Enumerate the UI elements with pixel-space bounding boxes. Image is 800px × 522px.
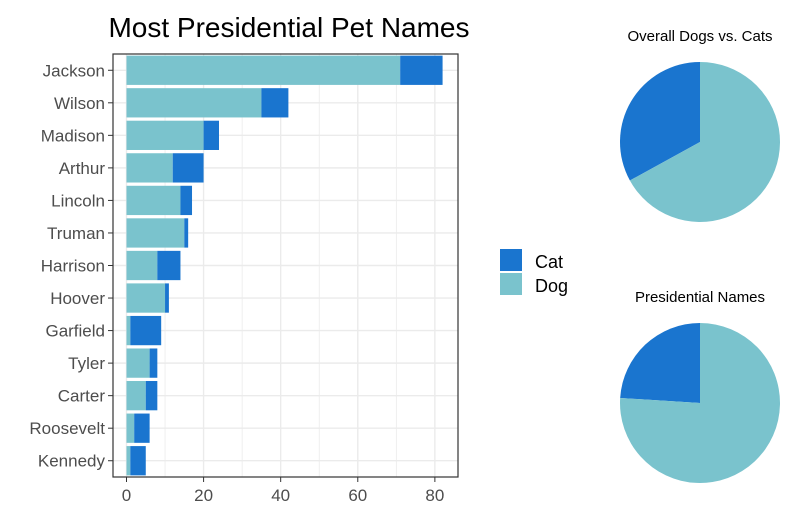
bar-dog-madison [126,120,204,150]
y-tick-label: Arthur [59,159,106,178]
pie-slice-cat [620,323,700,403]
x-tick-label: 20 [194,486,213,505]
bar-dog-arthur [126,153,173,183]
y-tick-label: Truman [47,224,105,243]
y-tick-label: Madison [41,126,105,145]
bar-cat-harrison [157,250,181,281]
bar-cat-hoover [165,283,169,313]
pie-slice-dog [629,62,781,222]
bar-dog-truman [126,218,185,248]
y-tick-label: Roosevelt [29,419,105,438]
y-tick-label: Tyler [68,354,105,373]
legend-label-dog: Dog [535,276,568,296]
bar-chart-y-axis: Jackson Wilson Madison Arthur Lincoln Truman H… [29,61,113,471]
pie-overall [619,62,781,222]
y-tick-label: Harrison [41,257,105,276]
pie-presidential-title: Presidential Names [635,289,765,306]
bar-cat-truman [184,218,189,248]
bar-chart-title: Most Presidential Pet Names [108,12,469,43]
bar-chart-bars [126,55,443,476]
bar-chart-x-axis: 0 20 40 60 80 [122,477,444,505]
bar-cat-lincoln [180,185,193,216]
bar-dog-harrison [126,250,158,281]
bar-dog-wilson [126,88,262,118]
legend: Cat Dog [500,249,568,296]
y-tick-label: Kennedy [38,452,106,471]
bar-dog-jackson [126,55,401,85]
bar-cat-madison [203,120,220,150]
y-tick-label: Carter [58,387,106,406]
y-tick-label: Jackson [43,61,105,80]
pie-presidential [619,322,780,483]
bar-cat-roosevelt [134,413,150,443]
bar-dog-kennedy [126,446,131,476]
pie-slice-dog [619,322,780,483]
x-tick-label: 60 [348,486,367,505]
bar-dog-garfield [126,315,131,346]
bar-dog-tyler [126,348,150,378]
bar-cat-wilson [261,88,289,118]
bar-cat-jackson [400,55,443,85]
y-tick-label: Garfield [45,322,105,341]
bar-dog-carter [126,381,146,411]
x-tick-label: 40 [271,486,290,505]
pie-overall-title: Overall Dogs vs. Cats [627,28,772,45]
pie-slice-cat [619,62,700,181]
bar-dog-hoover [126,283,166,313]
y-tick-label: Wilson [54,94,105,113]
bar-dog-lincoln [126,185,181,216]
bar-dog-roosevelt [126,413,135,443]
legend-key-cat [500,249,522,271]
bar-cat-carter [145,381,158,411]
bar-cat-kennedy [130,446,146,476]
bar-cat-arthur [172,153,204,183]
y-tick-label: Lincoln [51,191,105,210]
x-tick-label: 0 [122,486,131,505]
x-tick-label: 80 [425,486,444,505]
bar-cat-garfield [130,315,162,346]
legend-label-cat: Cat [535,252,563,272]
bar-cat-tyler [149,348,158,378]
legend-key-dog [500,273,522,295]
y-tick-label: Hoover [50,289,105,308]
